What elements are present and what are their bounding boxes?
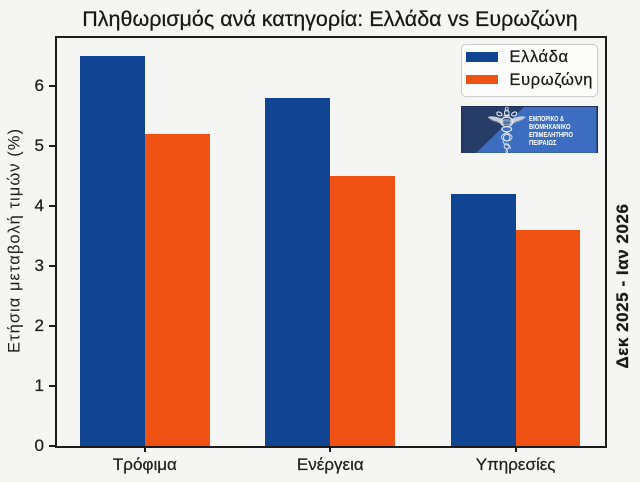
svg-text:ΠΕΙΡΑΙΩΣ: ΠΕΙΡΑΙΩΣ [529, 139, 556, 146]
svg-text:ΕΠΙΜΕΛΗΤΗΡΙΟ: ΕΠΙΜΕΛΗΤΗΡΙΟ [529, 131, 573, 138]
svg-text:ΒΙΟΜΗΧΑΝΙΚΟ: ΒΙΟΜΗΧΑΝΙΚΟ [529, 123, 571, 130]
svg-text:ΕΜΠΟΡΙΚΟ &: ΕΜΠΟΡΙΚΟ & [529, 115, 564, 122]
